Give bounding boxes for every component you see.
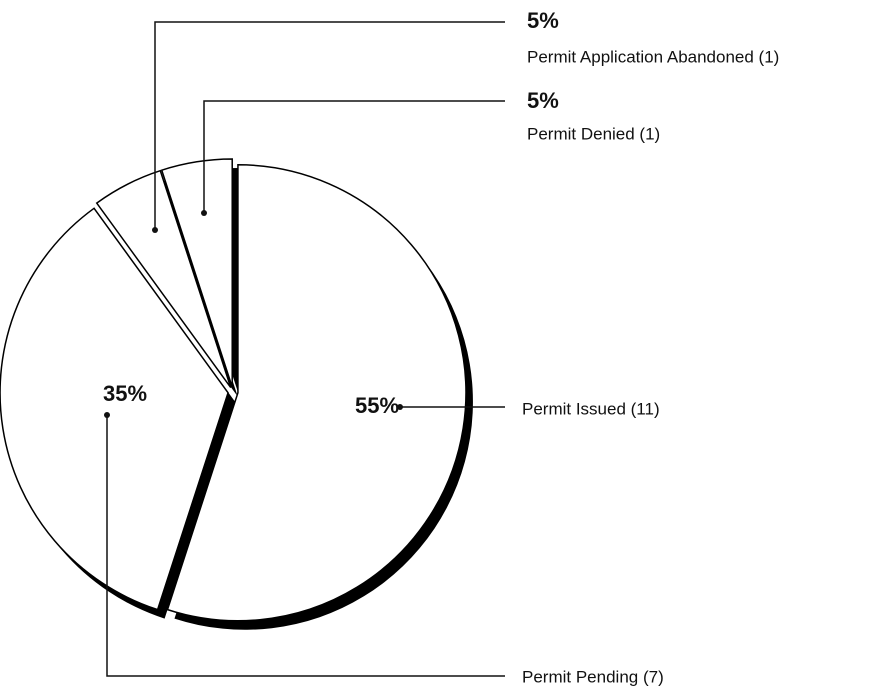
percent-label: 5% xyxy=(527,8,559,33)
percent-label: 55% xyxy=(355,393,399,418)
leader-dot xyxy=(397,404,403,410)
leader-dot xyxy=(152,227,158,233)
leader-line xyxy=(154,21,505,230)
slice xyxy=(166,164,467,622)
category-label: Permit Application Abandoned (1) xyxy=(527,47,779,66)
percent-label: 35% xyxy=(103,381,147,406)
category-label: Permit Pending (7) xyxy=(522,667,664,686)
percent-label: 5% xyxy=(527,88,559,113)
leader-line xyxy=(203,100,505,213)
leader-dot xyxy=(201,210,207,216)
leader-dot xyxy=(104,412,110,418)
slice xyxy=(0,207,229,611)
slice xyxy=(95,169,232,388)
category-label: Permit Denied (1) xyxy=(527,124,660,143)
slice xyxy=(160,158,233,388)
category-label: Permit Issued (11) xyxy=(522,399,660,418)
leader-line xyxy=(106,415,505,677)
